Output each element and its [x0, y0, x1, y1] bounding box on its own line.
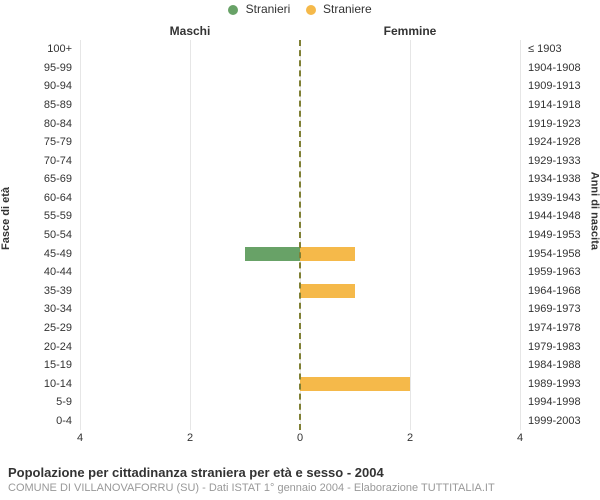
- y-right-tick: 1964-1968: [524, 282, 596, 301]
- center-axis-line: [299, 40, 301, 430]
- y-right-labels: ≤ 19031904-19081909-19131914-19181919-19…: [524, 40, 596, 430]
- x-tick-label: 2: [407, 432, 413, 444]
- y-left-tick: 70-74: [4, 151, 76, 170]
- legend-swatch-male: [228, 5, 238, 15]
- bar-female[interactable]: [300, 377, 410, 391]
- y-left-tick: 5-9: [4, 393, 76, 412]
- y-right-tick: 1994-1998: [524, 393, 596, 412]
- legend-item-female[interactable]: Straniere: [306, 2, 372, 16]
- legend-label-male: Stranieri: [246, 2, 291, 16]
- x-tick-label: 2: [187, 432, 193, 444]
- y-left-tick: 90-94: [4, 77, 76, 96]
- y-left-tick: 45-49: [4, 244, 76, 263]
- y-left-tick: 20-24: [4, 337, 76, 356]
- y-right-tick: 1909-1913: [524, 77, 596, 96]
- x-tick-label: 4: [517, 432, 523, 444]
- x-tick-label: 4: [77, 432, 83, 444]
- col-title-female: Femmine: [300, 24, 520, 38]
- bar-female[interactable]: [300, 284, 355, 298]
- y-left-tick: 60-64: [4, 189, 76, 208]
- y-left-tick: 50-54: [4, 226, 76, 245]
- y-right-tick: 1974-1978: [524, 319, 596, 338]
- y-left-labels: 100+95-9990-9485-8980-8475-7970-7465-696…: [4, 40, 76, 430]
- chart-footer: Popolazione per cittadinanza straniera p…: [8, 465, 592, 494]
- y-right-tick: 1989-1993: [524, 374, 596, 393]
- y-right-tick: ≤ 1903: [524, 40, 596, 59]
- y-left-tick: 55-59: [4, 207, 76, 226]
- chart-title: Popolazione per cittadinanza straniera p…: [8, 465, 592, 480]
- legend-label-female: Straniere: [323, 2, 372, 16]
- y-right-tick: 1934-1938: [524, 170, 596, 189]
- legend-item-male[interactable]: Stranieri: [228, 2, 290, 16]
- y-left-tick: 35-39: [4, 282, 76, 301]
- column-titles: Maschi Femmine: [80, 24, 520, 40]
- y-right-tick: 1979-1983: [524, 337, 596, 356]
- y-right-tick: 1939-1943: [524, 189, 596, 208]
- y-left-tick: 85-89: [4, 96, 76, 115]
- y-left-tick: 40-44: [4, 263, 76, 282]
- y-right-tick: 1944-1948: [524, 207, 596, 226]
- y-left-tick: 15-19: [4, 356, 76, 375]
- y-left-tick: 0-4: [4, 412, 76, 431]
- y-left-tick: 80-84: [4, 114, 76, 133]
- y-right-tick: 1949-1953: [524, 226, 596, 245]
- y-left-tick: 75-79: [4, 133, 76, 152]
- y-left-tick: 25-29: [4, 319, 76, 338]
- y-right-tick: 1924-1928: [524, 133, 596, 152]
- chart-legend: Stranieri Straniere: [0, 2, 600, 16]
- y-left-tick: 30-34: [4, 300, 76, 319]
- x-axis-labels: 4 2 0 2 4: [80, 432, 520, 446]
- y-right-tick: 1914-1918: [524, 96, 596, 115]
- y-left-tick: 100+: [4, 40, 76, 59]
- y-left-tick: 10-14: [4, 374, 76, 393]
- population-pyramid-chart: Stranieri Straniere Maschi Femmine Fasce…: [0, 0, 600, 500]
- y-right-tick: 1904-1908: [524, 59, 596, 78]
- plot-area: [80, 40, 520, 430]
- y-right-tick: 1929-1933: [524, 151, 596, 170]
- y-left-tick: 95-99: [4, 59, 76, 78]
- bar-male[interactable]: [245, 247, 300, 261]
- bar-female[interactable]: [300, 247, 355, 261]
- y-right-tick: 1984-1988: [524, 356, 596, 375]
- y-right-tick: 1969-1973: [524, 300, 596, 319]
- col-title-male: Maschi: [80, 24, 300, 38]
- y-right-tick: 1954-1958: [524, 244, 596, 263]
- legend-swatch-female: [306, 5, 316, 15]
- grid-line: [520, 40, 521, 430]
- y-right-tick: 1959-1963: [524, 263, 596, 282]
- y-right-tick: 1919-1923: [524, 114, 596, 133]
- y-right-tick: 1999-2003: [524, 412, 596, 431]
- y-left-tick: 65-69: [4, 170, 76, 189]
- chart-subtitle: COMUNE DI VILLANOVAFORRU (SU) - Dati IST…: [8, 482, 592, 494]
- x-tick-label: 0: [297, 432, 303, 444]
